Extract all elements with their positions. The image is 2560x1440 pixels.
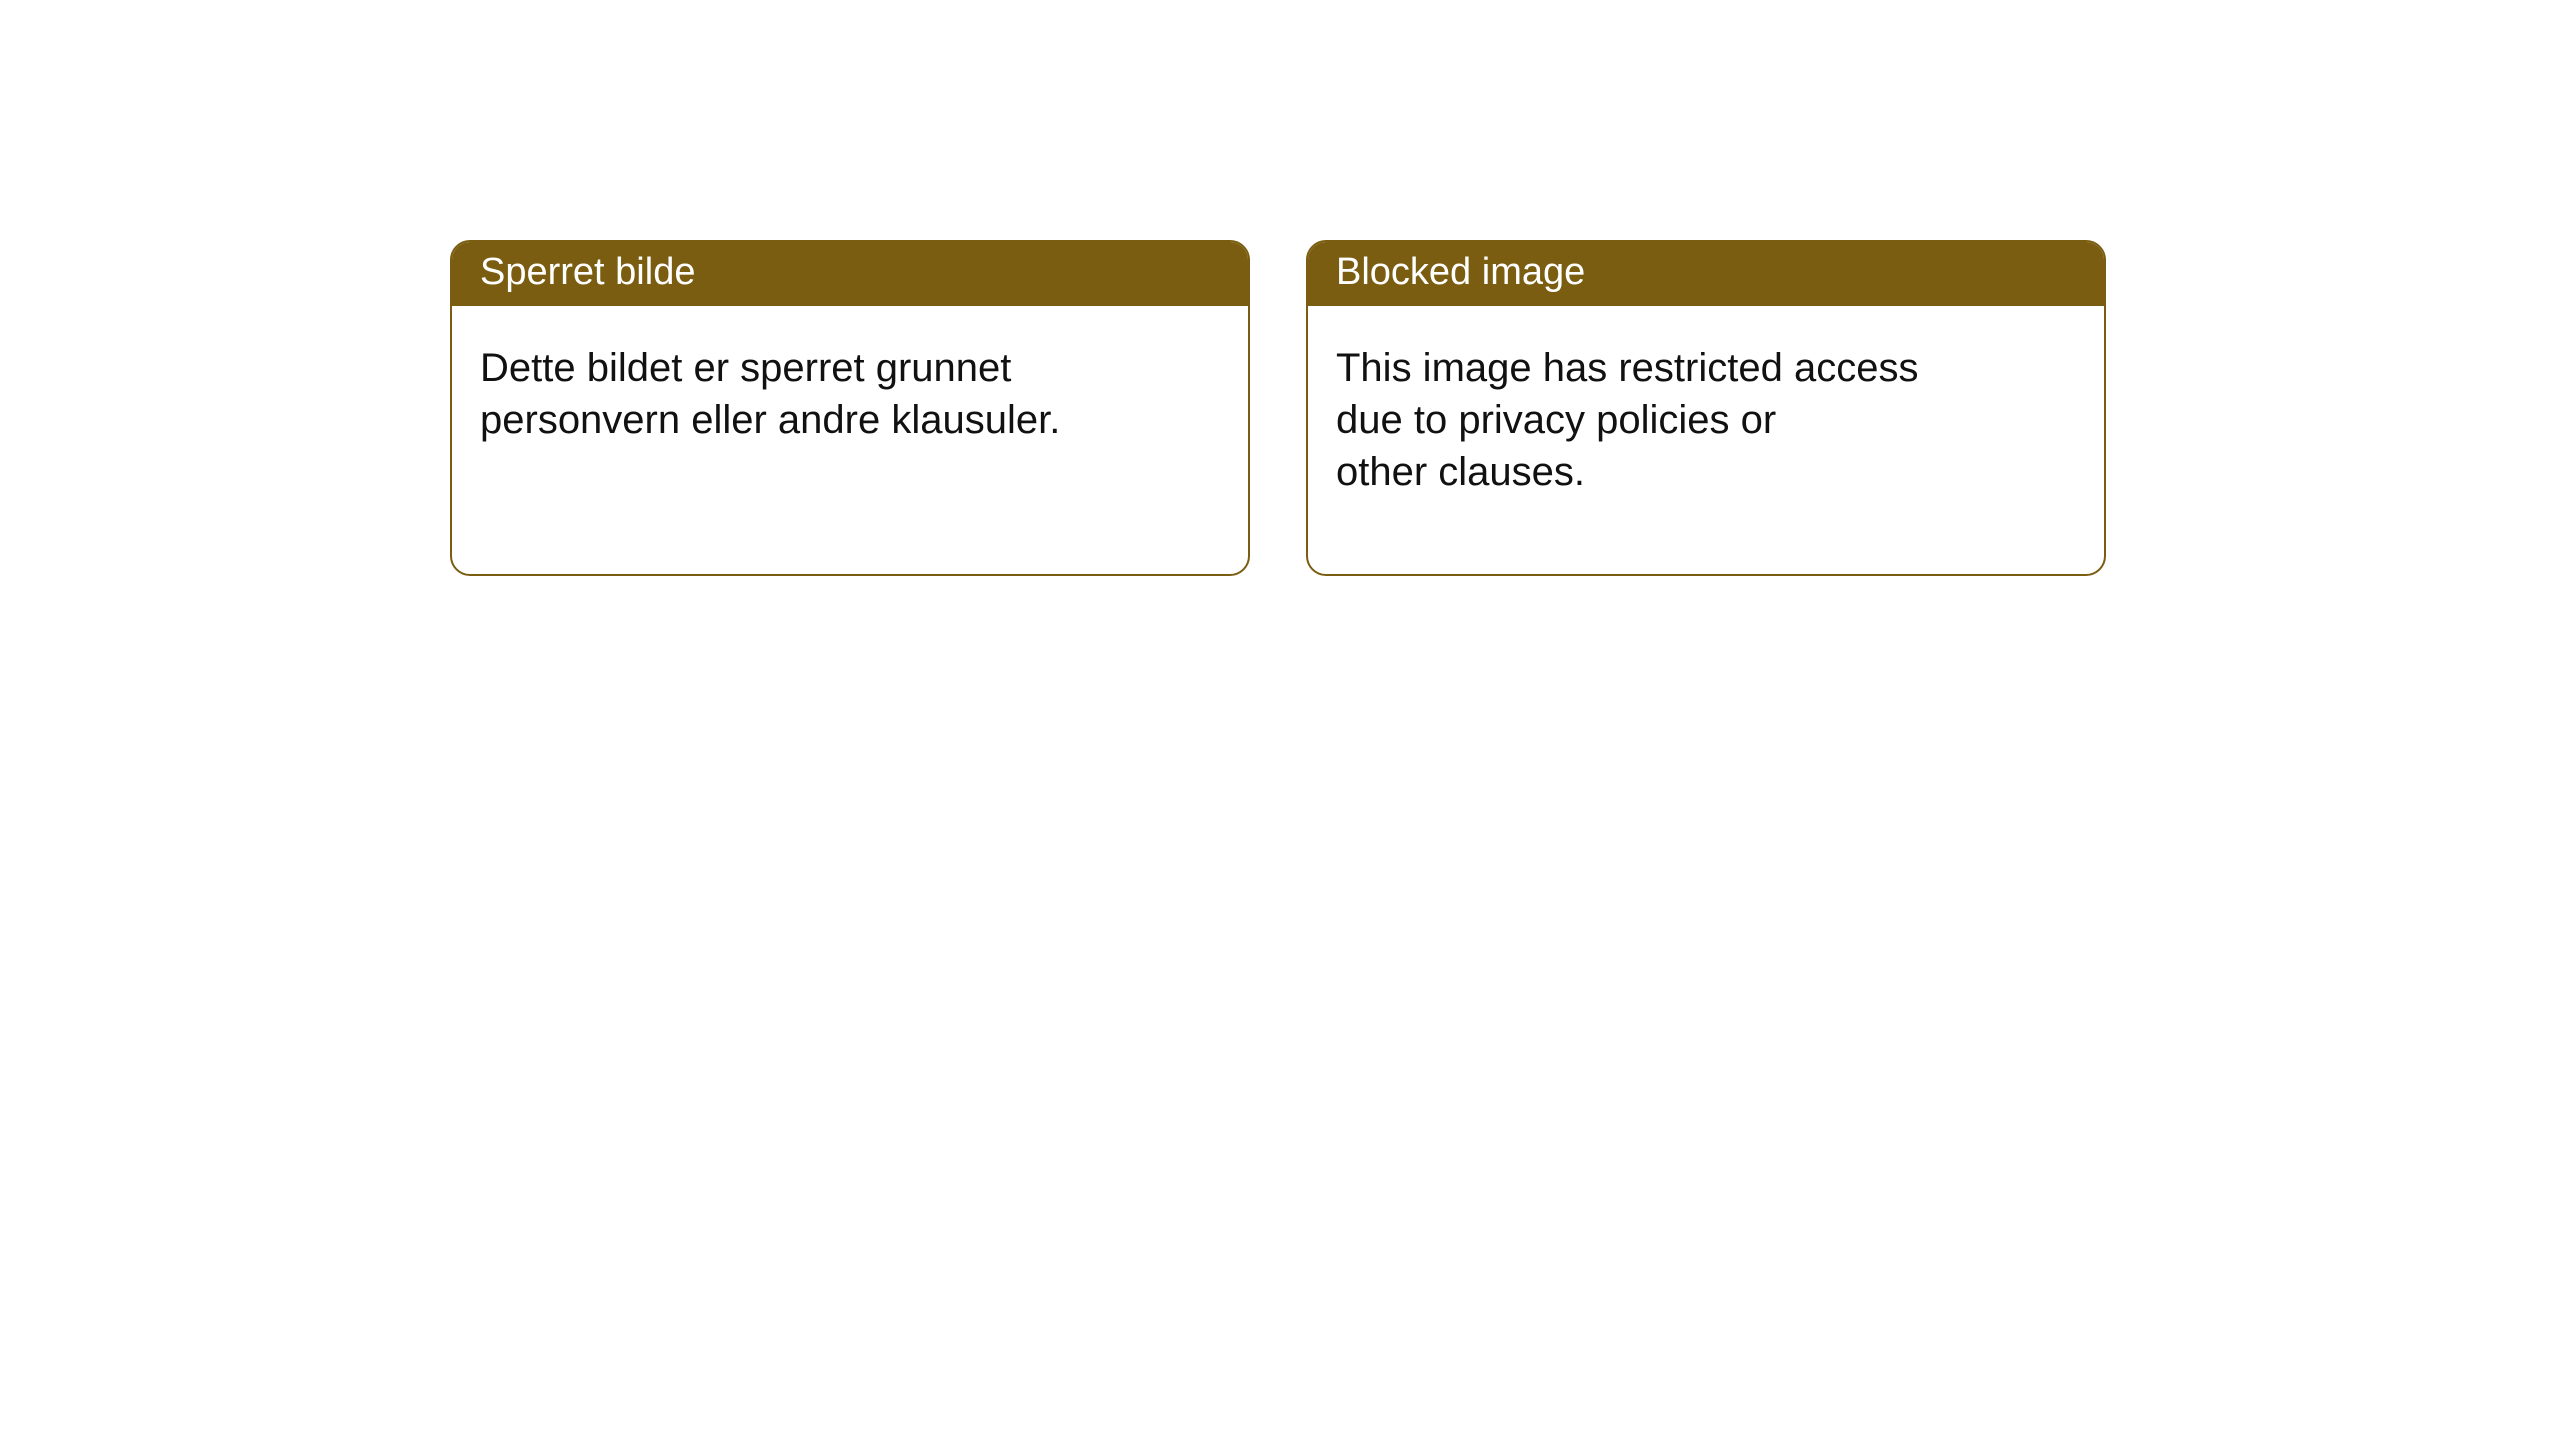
body-line: personvern eller andre klausuler.	[480, 394, 1220, 446]
card-title: Sperret bilde	[480, 251, 695, 293]
card-body: This image has restricted access due to …	[1308, 306, 2104, 526]
body-line: due to privacy policies or	[1336, 394, 2076, 446]
card-header: Sperret bilde	[452, 242, 1248, 306]
body-line: This image has restricted access	[1336, 342, 2076, 394]
card-title: Blocked image	[1336, 251, 1585, 293]
cards-container: Sperret bilde Dette bildet er sperret gr…	[0, 0, 2560, 576]
blocked-image-card-en: Blocked image This image has restricted …	[1306, 240, 2106, 576]
body-line: Dette bildet er sperret grunnet	[480, 342, 1220, 394]
card-body: Dette bildet er sperret grunnet personve…	[452, 306, 1248, 474]
blocked-image-card-no: Sperret bilde Dette bildet er sperret gr…	[450, 240, 1250, 576]
card-header: Blocked image	[1308, 242, 2104, 306]
body-line: other clauses.	[1336, 446, 2076, 498]
